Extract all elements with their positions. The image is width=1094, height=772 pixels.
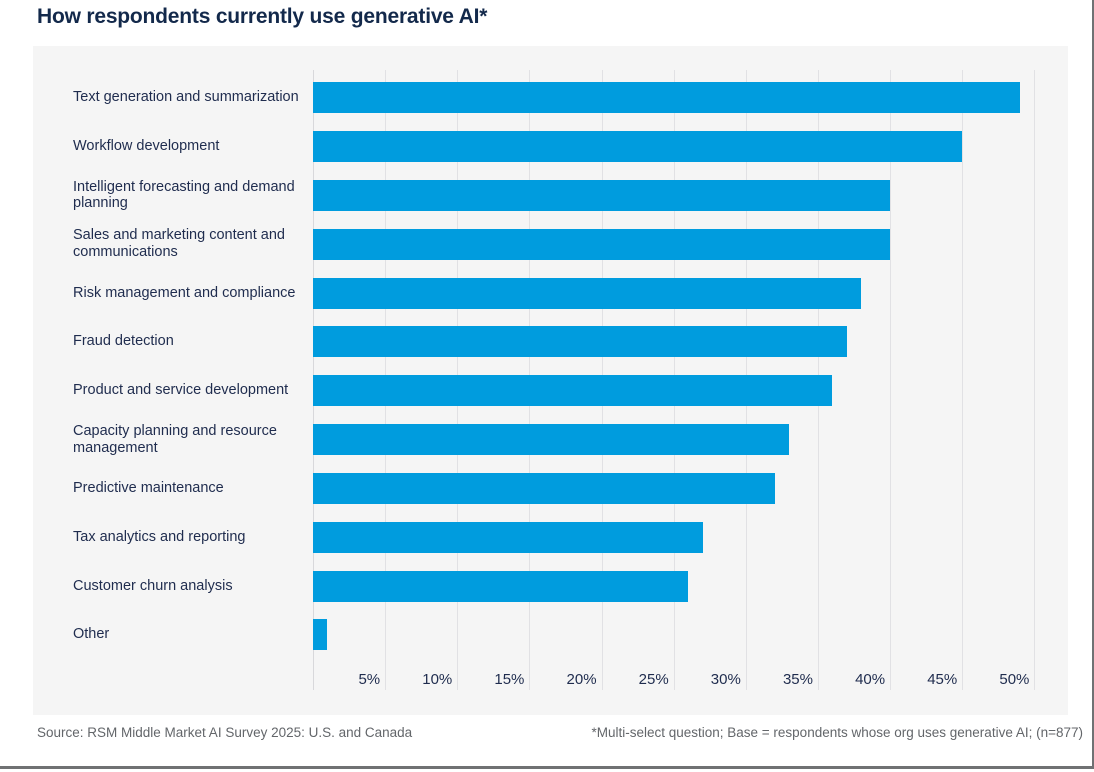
category-label: Product and service development — [73, 382, 289, 399]
category-label: Risk management and compliance — [73, 284, 296, 301]
x-axis-tick-label: 30% — [710, 671, 741, 688]
bar — [313, 326, 847, 358]
gridline — [962, 70, 964, 690]
bar — [313, 82, 1020, 114]
category-label: Tax analytics and reporting — [73, 528, 246, 545]
source-note: Source: RSM Middle Market AI Survey 2025… — [37, 725, 413, 740]
x-axis-tick-label: 25% — [638, 671, 669, 688]
page-border-bottom — [0, 766, 1094, 769]
bar — [313, 228, 891, 260]
page-border-right — [1092, 0, 1094, 768]
x-axis-tick-label: 40% — [855, 671, 886, 688]
category-label: Capacity planning and resource managemen… — [73, 422, 277, 456]
x-axis-tick-label: 35% — [782, 671, 813, 688]
bar — [313, 472, 775, 504]
category-label: Customer churn analysis — [73, 577, 233, 594]
bar — [313, 521, 703, 553]
x-axis-tick-label: 10% — [422, 671, 453, 688]
category-label: Sales and marketing content and communic… — [73, 227, 285, 261]
x-axis-tick-label: 20% — [566, 671, 597, 688]
category-label: Workflow development — [73, 138, 220, 155]
x-axis-tick-label: 15% — [494, 671, 525, 688]
category-label: Predictive maintenance — [73, 479, 224, 496]
bar — [313, 570, 689, 602]
x-axis-tick-label: 5% — [358, 671, 381, 688]
bar — [313, 375, 833, 407]
footnote: *Multi-select question; Base = responden… — [591, 725, 1083, 740]
x-axis-tick-label: 50% — [999, 671, 1030, 688]
bar — [313, 277, 862, 309]
bar — [313, 424, 790, 456]
chart-title: How respondents currently use generative… — [37, 5, 488, 28]
bar — [313, 131, 963, 163]
bar — [313, 179, 891, 211]
gridline — [1034, 70, 1036, 690]
category-label: Other — [73, 626, 110, 643]
bar — [313, 619, 328, 651]
gridline — [890, 70, 892, 690]
x-axis-tick-label: 45% — [927, 671, 958, 688]
category-label: Fraud detection — [73, 333, 174, 350]
category-label: Intelligent forecasting and demand plann… — [73, 178, 295, 212]
category-label: Text generation and summarization — [73, 89, 299, 106]
